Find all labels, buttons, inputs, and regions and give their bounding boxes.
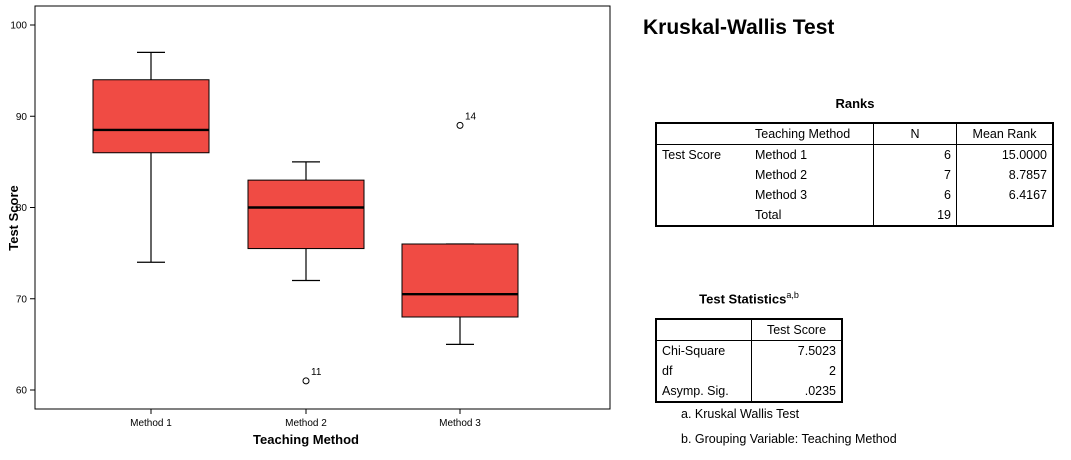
ranks-header-mean-rank: Mean Rank [972,127,1037,141]
test-statistics-caption-text: Test Statistics [699,291,787,307]
x-tick-label: Method 1 [130,418,172,429]
outlier-label: 14 [465,111,477,122]
ranks-mean-rank: 6.4167 [1008,188,1047,202]
table-row: df 2 [656,361,842,381]
table-row: Test Score Method 1 6 15.0000 [656,144,1053,165]
ranks-table: Teaching Method N Mean Rank Test Score M… [655,122,1054,227]
x-axis: Method 1 Method 2 Method 3 [130,409,481,429]
ranks-group: Method 1 [750,144,874,165]
ranks-header-blank [656,123,750,145]
iqr-box [92,79,210,154]
box-2: 11 [247,161,365,385]
boxes: 11 14 [92,51,519,385]
ranks-header-row: Teaching Method N Mean Rank [656,123,1053,145]
outlier-point [456,121,464,129]
box-3: 14 [401,111,519,345]
ranks-group: Method 3 [750,185,874,205]
table-row: Asymp. Sig. .0235 [656,381,842,402]
ranks-n: 6 [873,185,957,205]
footnote-a: a. Kruskal Wallis Test [681,407,800,421]
table-row: Chi-Square 7.5023 [656,340,842,361]
y-axis: 60 70 80 90 100 [10,21,35,397]
stat-label: df [656,361,752,381]
ranks-mean-rank: 15.0000 [1001,148,1047,162]
stat-value: 2 [829,364,836,378]
x-tick-label: Method 2 [285,418,327,429]
stat-label: Asymp. Sig. [656,381,752,402]
y-tick-label: 90 [16,112,28,123]
ranks-caption: Ranks [835,96,875,111]
table-row: Total 19 [656,205,1053,226]
ranks-n: 7 [873,165,957,185]
test-statistics-caption: Test Statisticsa,b [655,290,843,306]
table-row: Method 2 7 8.7857 [656,165,1053,185]
ranks-mean-rank: 8.7857 [1008,168,1047,182]
y-tick-label: 60 [16,386,28,397]
outlier-label: 11 [311,367,322,378]
test-statistics-header: Test Score [766,323,827,337]
y-tick-label: 70 [16,294,28,305]
x-axis-label: Teaching Method [253,432,359,447]
ranks-header-group: Teaching Method [750,123,874,145]
page-title: Kruskal-Wallis Test [643,16,835,39]
footnote-b: b. Grouping Variable: Teaching Method [681,432,897,446]
ranks-header-n: N [873,123,957,145]
y-tick-label: 100 [10,21,27,32]
ranks-n: 6 [873,144,957,165]
outlier-point [302,377,310,385]
ranks-group: Total [750,205,874,226]
iqr-box [247,179,365,250]
stat-value: 7.5023 [797,344,836,358]
box-1 [92,51,210,263]
stat-label: Chi-Square [656,340,752,361]
x-tick-label: Method 3 [439,418,481,429]
ranks-group: Method 2 [750,165,874,185]
test-statistics-table: Test Score Chi-Square 7.5023 df 2 Asymp.… [655,318,843,403]
ranks-n: 19 [873,205,957,226]
iqr-box [401,243,519,318]
test-statistics-header-row: Test Score [656,319,842,341]
ranks-row-label: Test Score [662,148,722,162]
y-tick-label: 80 [16,203,28,214]
y-axis-label: Test Score [6,185,21,251]
test-statistics-caption-sup: a,b [786,290,799,300]
ranks-mean-rank [957,205,1054,226]
stat-value: .0235 [804,384,836,398]
table-row: Method 3 6 6.4167 [656,185,1053,205]
